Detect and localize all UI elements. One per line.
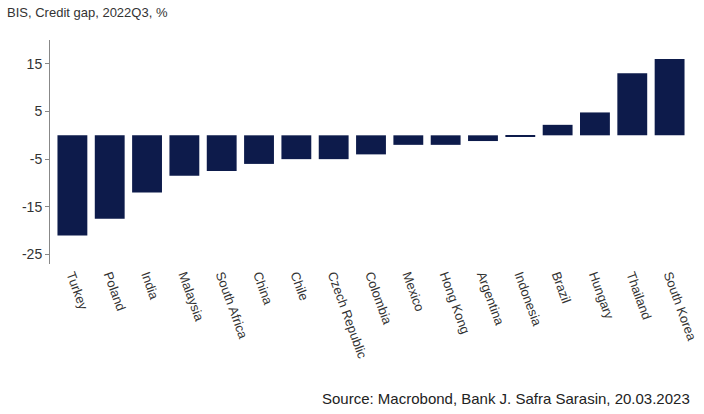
svg-text:Czech Republic: Czech Republic	[325, 270, 370, 361]
svg-text:Hong Kong: Hong Kong	[437, 270, 473, 336]
svg-text:Turkey: Turkey	[63, 270, 91, 312]
svg-text:South Africa: South Africa	[213, 270, 251, 342]
svg-text:5: 5	[34, 103, 42, 119]
svg-text:South Korea: South Korea	[661, 270, 700, 344]
svg-text:Malaysia: Malaysia	[175, 270, 207, 324]
svg-text:BIS, Credit gap, 2022Q3, %: BIS, Credit gap, 2022Q3, %	[7, 5, 168, 20]
svg-text:-25: -25	[22, 246, 42, 262]
svg-text:-5: -5	[30, 151, 43, 167]
svg-text:Thailand: Thailand	[623, 270, 654, 322]
svg-text:Argentina: Argentina	[474, 270, 507, 328]
svg-text:Hungary: Hungary	[586, 270, 617, 322]
svg-text:Source: Macrobond, Bank J. Saf: Source: Macrobond, Bank J. Safra Sarasin…	[322, 390, 690, 407]
svg-text:Mexico: Mexico	[399, 270, 427, 314]
svg-text:Brazil: Brazil	[549, 270, 574, 306]
svg-text:India: India	[138, 270, 162, 302]
svg-text:Indonesia: Indonesia	[511, 270, 545, 329]
svg-text:15: 15	[27, 56, 43, 72]
svg-text:-15: -15	[22, 199, 42, 215]
svg-text:China: China	[250, 270, 276, 308]
svg-text:Colombia: Colombia	[362, 270, 395, 327]
svg-text:Chile: Chile	[287, 270, 311, 303]
svg-text:Poland: Poland	[101, 270, 129, 313]
